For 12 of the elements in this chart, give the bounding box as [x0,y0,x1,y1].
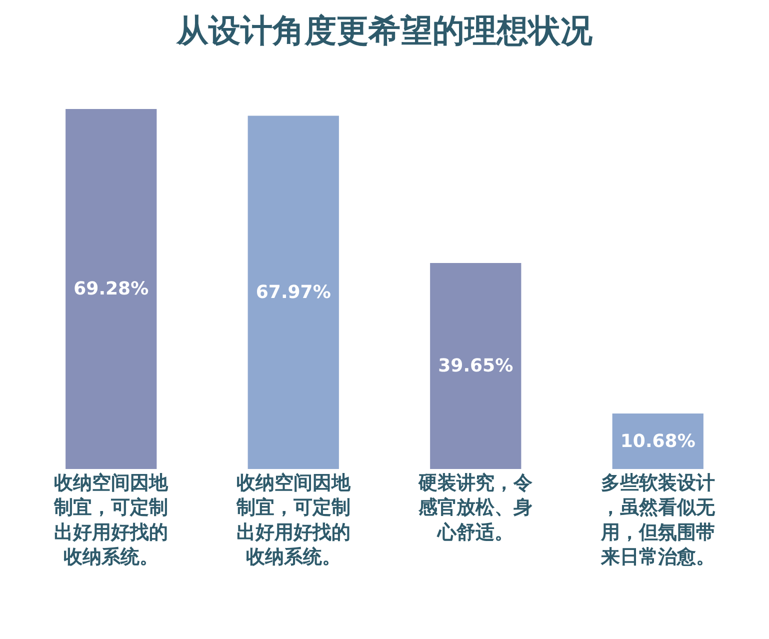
x-tick-label: 硬装讲究，令感官放松、身心舒适。 [418,472,533,544]
bar [430,262,522,469]
data-label: 67.97% [256,282,331,303]
bar [66,108,157,469]
x-tick-label: 收纳空间因地制宜，可定制出好用好找的收纳系统。 [53,472,170,568]
x-tick-label: 收纳空间因地制宜，可定制出好用好找的收纳系统。 [235,472,352,568]
chart-title: 从设计角度更希望的理想状况 [176,12,594,50]
data-label: 69.28% [74,278,149,300]
bar [248,116,339,469]
x-tick-label: 多些软装设计，虽然看似无用，但氛围带来日常治愈。 [600,472,716,568]
data-label: 39.65% [438,355,514,376]
data-label: 10.68% [620,430,696,452]
